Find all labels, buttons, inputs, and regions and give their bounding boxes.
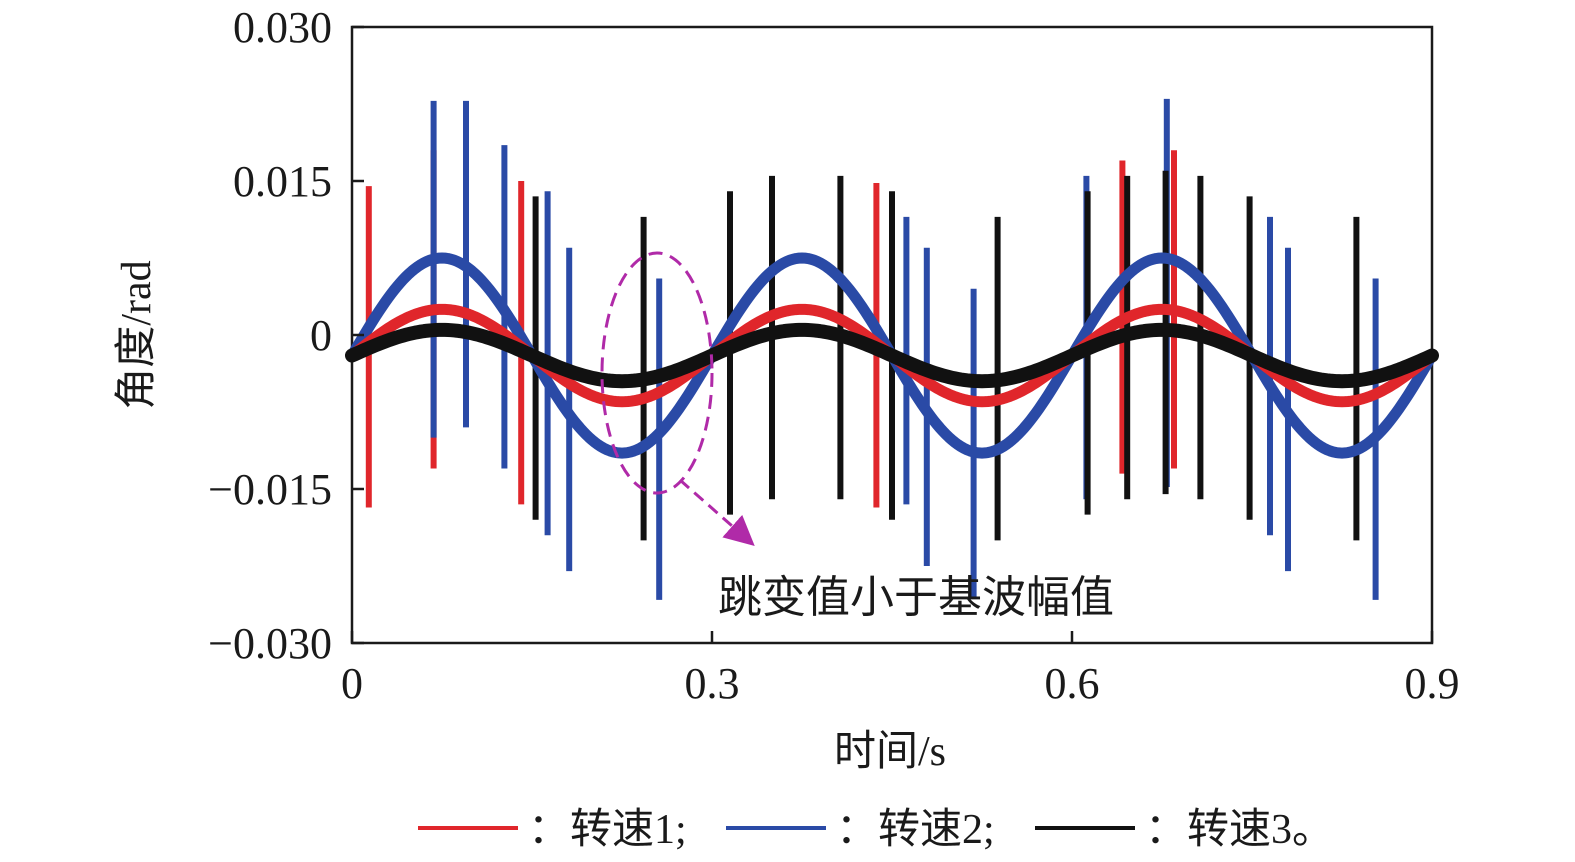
annotation-text: 跳变值小于基波幅值 [718,573,1114,622]
y-tick-label: 0.030 [233,3,332,52]
highlight-ellipse [600,251,714,495]
legend-label-2: ：转速2; [836,807,995,853]
legend: ：转速1; ：转速2; ：转速3。 [418,807,1334,853]
y-axis-label: 角度/rad [114,260,160,409]
x-axis: 0 0.3 0.6 0.9 [341,631,1460,708]
y-tick-label: −0.030 [208,619,332,668]
plot-area: 跳变值小于基波幅值 [345,25,1439,645]
series-line-3 [345,322,1439,389]
annotation-layer: 跳变值小于基波幅值 [600,251,1114,622]
legend-label-1: ：转速1; [528,807,687,853]
x-tick-label: 0 [341,659,363,708]
x-axis-label: 时间/s [834,729,946,775]
y-tick-label: 0.015 [233,157,332,206]
x-tick-label: 0.6 [1045,659,1100,708]
legend-label-3: ：转速3。 [1145,807,1334,853]
x-tick-label: 0.3 [685,659,740,708]
annotation-arrow [679,478,755,546]
lines-layer [345,252,1439,459]
x-tick-label: 0.9 [1405,659,1460,708]
y-tick-label: 0 [310,311,332,360]
y-axis: 0.030 0.015 0 −0.015 −0.030 [208,3,364,668]
y-tick-label: −0.015 [208,465,332,514]
